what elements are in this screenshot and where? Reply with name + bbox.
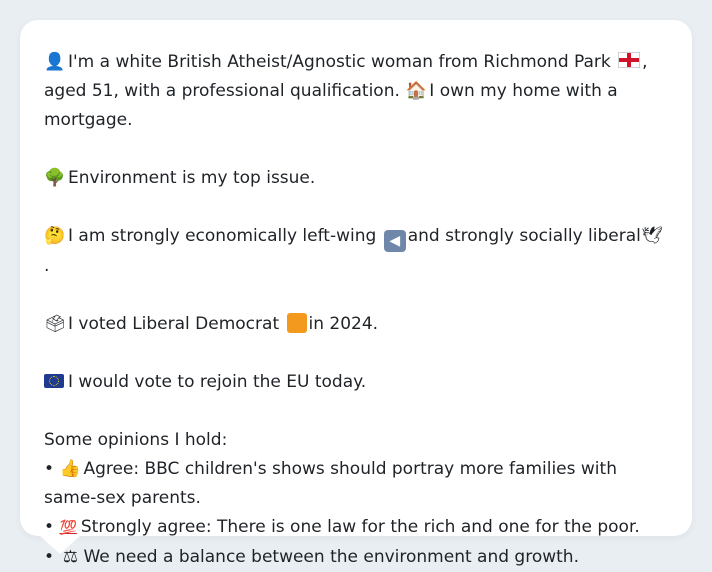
orange-square-icon bbox=[286, 313, 307, 333]
eu-line: I would vote to rejoin the EU today. bbox=[44, 368, 668, 397]
bullet-dot: • bbox=[44, 517, 55, 537]
opinion-text: Strongly agree: There is one law for the… bbox=[80, 517, 640, 537]
person-icon: 👤 bbox=[44, 52, 66, 72]
eu-text: I would vote to rejoin the EU today. bbox=[68, 372, 367, 392]
england-flag-icon bbox=[618, 52, 641, 68]
tree-icon: 🌳 bbox=[44, 168, 66, 188]
dove-icon: 🕊 bbox=[641, 226, 663, 246]
economics-text-c: . bbox=[44, 256, 50, 276]
bullet-dot: • bbox=[44, 459, 55, 479]
economics-text-a: I am strongly economically left-wing bbox=[68, 226, 377, 246]
opinion-item: • ⚖ We need a balance between the environ… bbox=[44, 543, 668, 572]
intro-text-b: , aged 51, with a professional qualifica… bbox=[44, 52, 648, 101]
economics-line: 🤔 I am strongly economically left-wing ◀ a… bbox=[44, 222, 668, 281]
vote-line: 🗳 I voted Liberal Democrat in 2024. bbox=[44, 310, 668, 339]
opinion-item: • 💯 Strongly agree: There is one law for … bbox=[44, 513, 668, 543]
eu-flag-icon bbox=[44, 374, 64, 388]
opinion-item: • 👍 Agree: BBC children's shows should po… bbox=[44, 455, 668, 513]
opinions-heading: Some opinions I hold: bbox=[44, 430, 228, 450]
house-icon: 🏠 bbox=[405, 81, 427, 101]
vote-text-b: in 2024. bbox=[308, 314, 379, 334]
economics-text-b: and strongly socially liberal bbox=[407, 226, 641, 246]
environment-text: Environment is my top issue. bbox=[68, 168, 316, 188]
intro-text-c: I own my home with a mortgage. bbox=[44, 81, 618, 130]
opinion-text: Agree: BBC children's shows should portr… bbox=[44, 459, 617, 508]
hundred-points-icon: 💯 bbox=[59, 520, 77, 536]
vote-text-a: I voted Liberal Democrat bbox=[68, 314, 280, 334]
thumbs-up-icon: 👍 bbox=[59, 459, 82, 479]
intro-text-a: I'm a white British Atheist/Agnostic wom… bbox=[68, 52, 611, 72]
thinking-face-icon: 🤔 bbox=[44, 226, 66, 246]
profile-card: 👤 I'm a white British Atheist/Agnostic wo… bbox=[20, 20, 692, 567]
speech-bubble-tail bbox=[40, 536, 80, 554]
ballot-box-icon: 🗳 bbox=[44, 314, 66, 334]
left-arrow-icon: ◀ bbox=[383, 230, 406, 252]
profile-intro: 👤 I'm a white British Atheist/Agnostic wo… bbox=[44, 48, 668, 135]
environment-line: 🌳 Environment is my top issue. bbox=[44, 164, 668, 193]
opinion-text: We need a balance between the environmen… bbox=[83, 547, 579, 567]
